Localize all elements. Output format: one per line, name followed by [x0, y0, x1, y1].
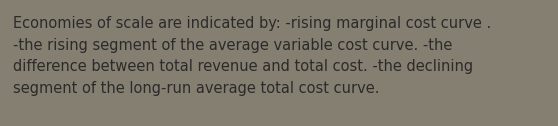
Text: Economies of scale are indicated by: -rising marginal cost curve .
-the rising s: Economies of scale are indicated by: -ri… [13, 16, 491, 96]
